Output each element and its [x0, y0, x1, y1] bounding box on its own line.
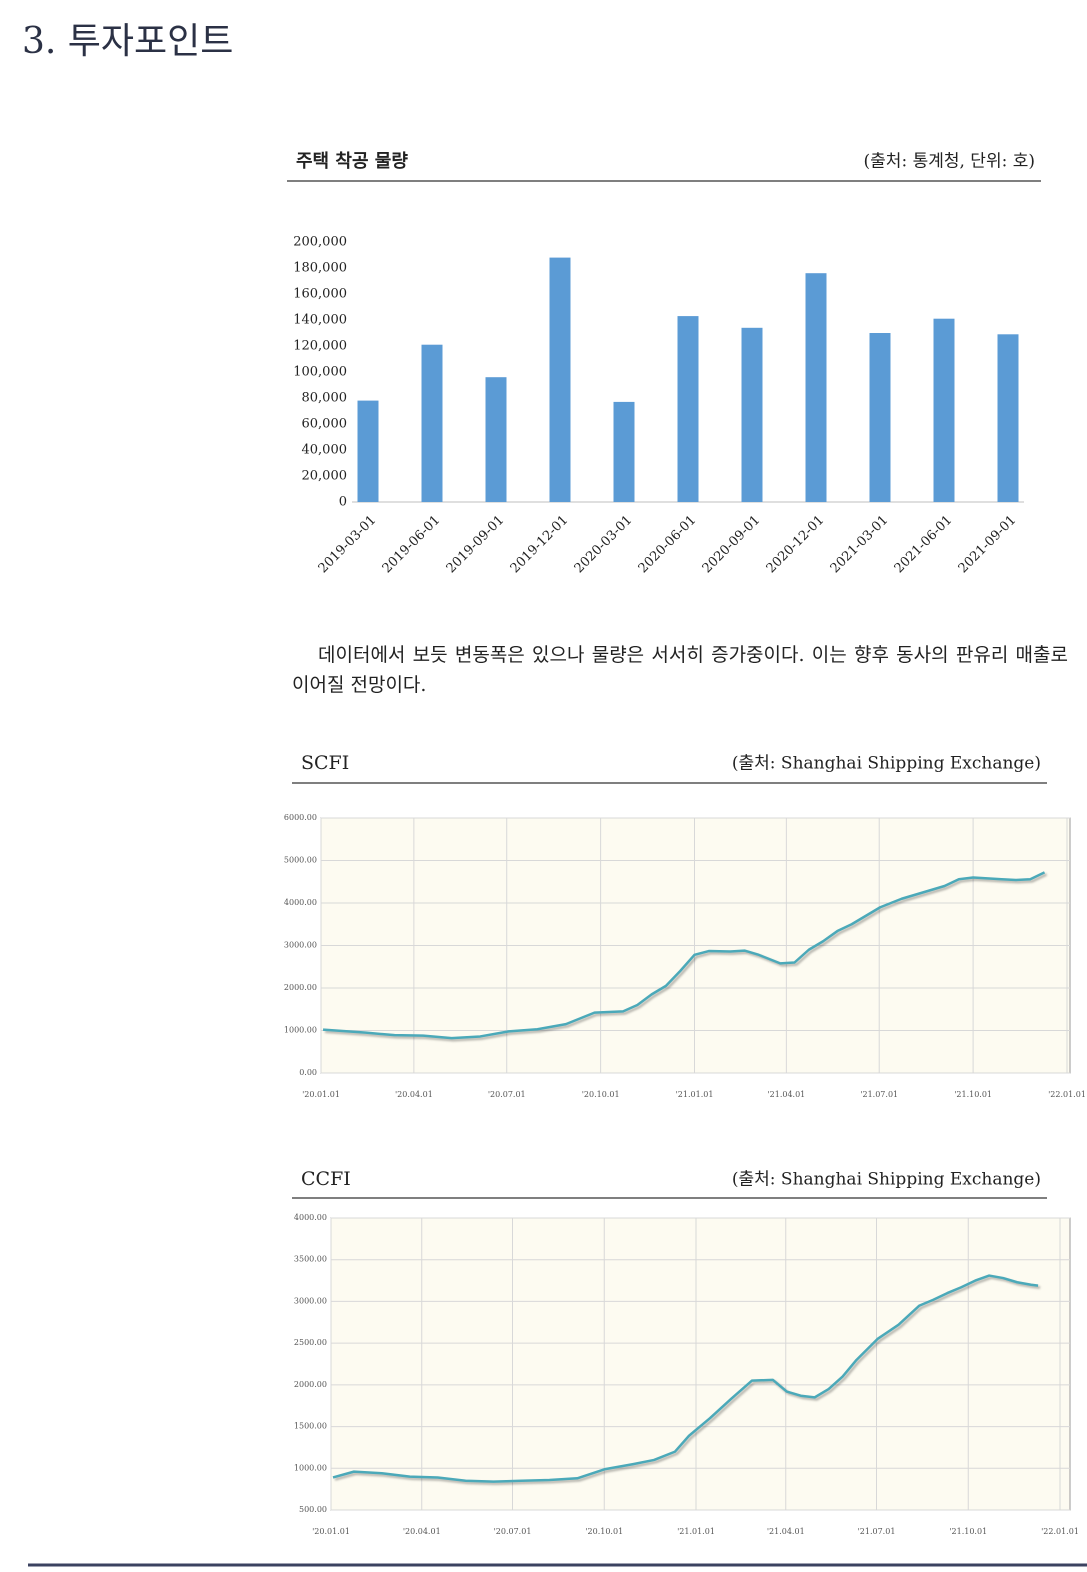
- y-tick-label: 500.00: [299, 1505, 327, 1514]
- x-tick-label: '22.01.01: [1048, 1090, 1086, 1099]
- bar: [805, 273, 827, 502]
- y-tick-label: 80,000: [302, 391, 348, 406]
- y-tick-label: 0: [339, 495, 347, 510]
- y-tick-label: 60,000: [302, 417, 348, 432]
- bar: [421, 344, 443, 502]
- x-tick-label: '21.04.01: [767, 1090, 805, 1099]
- x-tick-label: 2019-06-01: [380, 513, 444, 577]
- y-tick-label: 2000.00: [294, 1380, 327, 1389]
- bar: [549, 257, 571, 502]
- data-line: [322, 871, 1046, 1040]
- x-tick-label: 2020-12-01: [764, 513, 828, 577]
- y-tick-label: 3000.00: [284, 941, 317, 950]
- chart-title: CCFI: [301, 1168, 351, 1190]
- y-tick-label: 160,000: [293, 287, 347, 302]
- bar: [485, 377, 507, 502]
- y-tick-label: 3500.00: [294, 1255, 327, 1264]
- x-tick-label: '20.07.01: [488, 1090, 526, 1099]
- x-tick-label: '21.01.01: [676, 1090, 714, 1099]
- chart-source: (출처: 통계청, 단위: 호): [864, 152, 1035, 172]
- y-tick-label: 2000.00: [284, 983, 317, 992]
- y-tick-label: 2500.00: [294, 1338, 327, 1347]
- y-tick-label: 1500.00: [294, 1422, 327, 1431]
- x-tick-label: 2019-03-01: [316, 513, 380, 577]
- x-tick-label: '21.10.01: [949, 1527, 987, 1536]
- x-tick-label: 2020-06-01: [636, 513, 700, 577]
- x-tick-label: '20.10.01: [585, 1527, 623, 1536]
- x-tick-label: '21.01.01: [677, 1527, 715, 1536]
- x-tick-label: '20.01.01: [312, 1527, 350, 1536]
- y-tick-label: 0.00: [299, 1068, 317, 1077]
- y-tick-label: 200,000: [293, 235, 347, 250]
- data-line: [332, 1274, 1039, 1483]
- bar: [741, 327, 763, 502]
- x-tick-label: 2019-09-01: [444, 513, 508, 577]
- y-tick-label: 20,000: [302, 469, 348, 484]
- section-heading: 3. 투자포인트: [22, 21, 233, 62]
- bar: [357, 400, 379, 502]
- y-tick-label: 4000.00: [284, 898, 317, 907]
- bar: [613, 401, 635, 502]
- bar: [933, 318, 955, 502]
- x-tick-label: 2020-03-01: [572, 513, 636, 577]
- x-tick-label: '20.04.01: [403, 1527, 441, 1536]
- y-tick-label: 120,000: [293, 339, 347, 354]
- y-tick-label: 5000.00: [284, 856, 317, 865]
- x-tick-label: '21.07.01: [860, 1090, 898, 1099]
- x-tick-label: '20.01.01: [302, 1090, 340, 1099]
- bar: [869, 333, 891, 502]
- x-tick-label: 2021-03-01: [828, 513, 892, 577]
- x-tick-label: 2021-09-01: [956, 513, 1020, 577]
- x-tick-label: '22.01.01: [1041, 1527, 1079, 1536]
- y-tick-label: 180,000: [293, 261, 347, 276]
- y-tick-label: 100,000: [293, 365, 347, 380]
- x-tick-label: '20.10.01: [582, 1090, 620, 1099]
- body-paragraph: 데이터에서 보듯 변동폭은 있으나 물량은 서서히 증가중이다. 이는 향후 동…: [292, 644, 1068, 696]
- chart-title: SCFI: [301, 752, 349, 774]
- x-tick-label: 2021-06-01: [892, 513, 956, 577]
- x-tick-label: 2020-09-01: [700, 513, 764, 577]
- chart-source: (출처: Shanghai Shipping Exchange): [732, 1170, 1041, 1190]
- plot-area: [330, 1217, 1071, 1511]
- y-tick-label: 3000.00: [294, 1296, 327, 1305]
- chart-source: (출처: Shanghai Shipping Exchange): [732, 754, 1041, 774]
- y-tick-label: 1000.00: [294, 1463, 327, 1472]
- y-tick-label: 4000.00: [294, 1213, 327, 1222]
- y-tick-label: 140,000: [293, 313, 347, 328]
- x-tick-label: '21.04.01: [767, 1527, 805, 1536]
- y-tick-label: 40,000: [302, 443, 348, 458]
- x-tick-label: '21.10.01: [954, 1090, 992, 1099]
- x-tick-label: '21.07.01: [858, 1527, 896, 1536]
- bar: [997, 334, 1019, 502]
- y-tick-label: 6000.00: [284, 813, 317, 822]
- x-tick-label: '20.04.01: [395, 1090, 433, 1099]
- x-tick-label: 2019-12-01: [508, 513, 572, 577]
- bar: [677, 316, 699, 502]
- y-tick-label: 1000.00: [284, 1026, 317, 1035]
- x-tick-label: '20.07.01: [494, 1527, 532, 1536]
- chart-title: 주택 착공 물량: [296, 151, 408, 172]
